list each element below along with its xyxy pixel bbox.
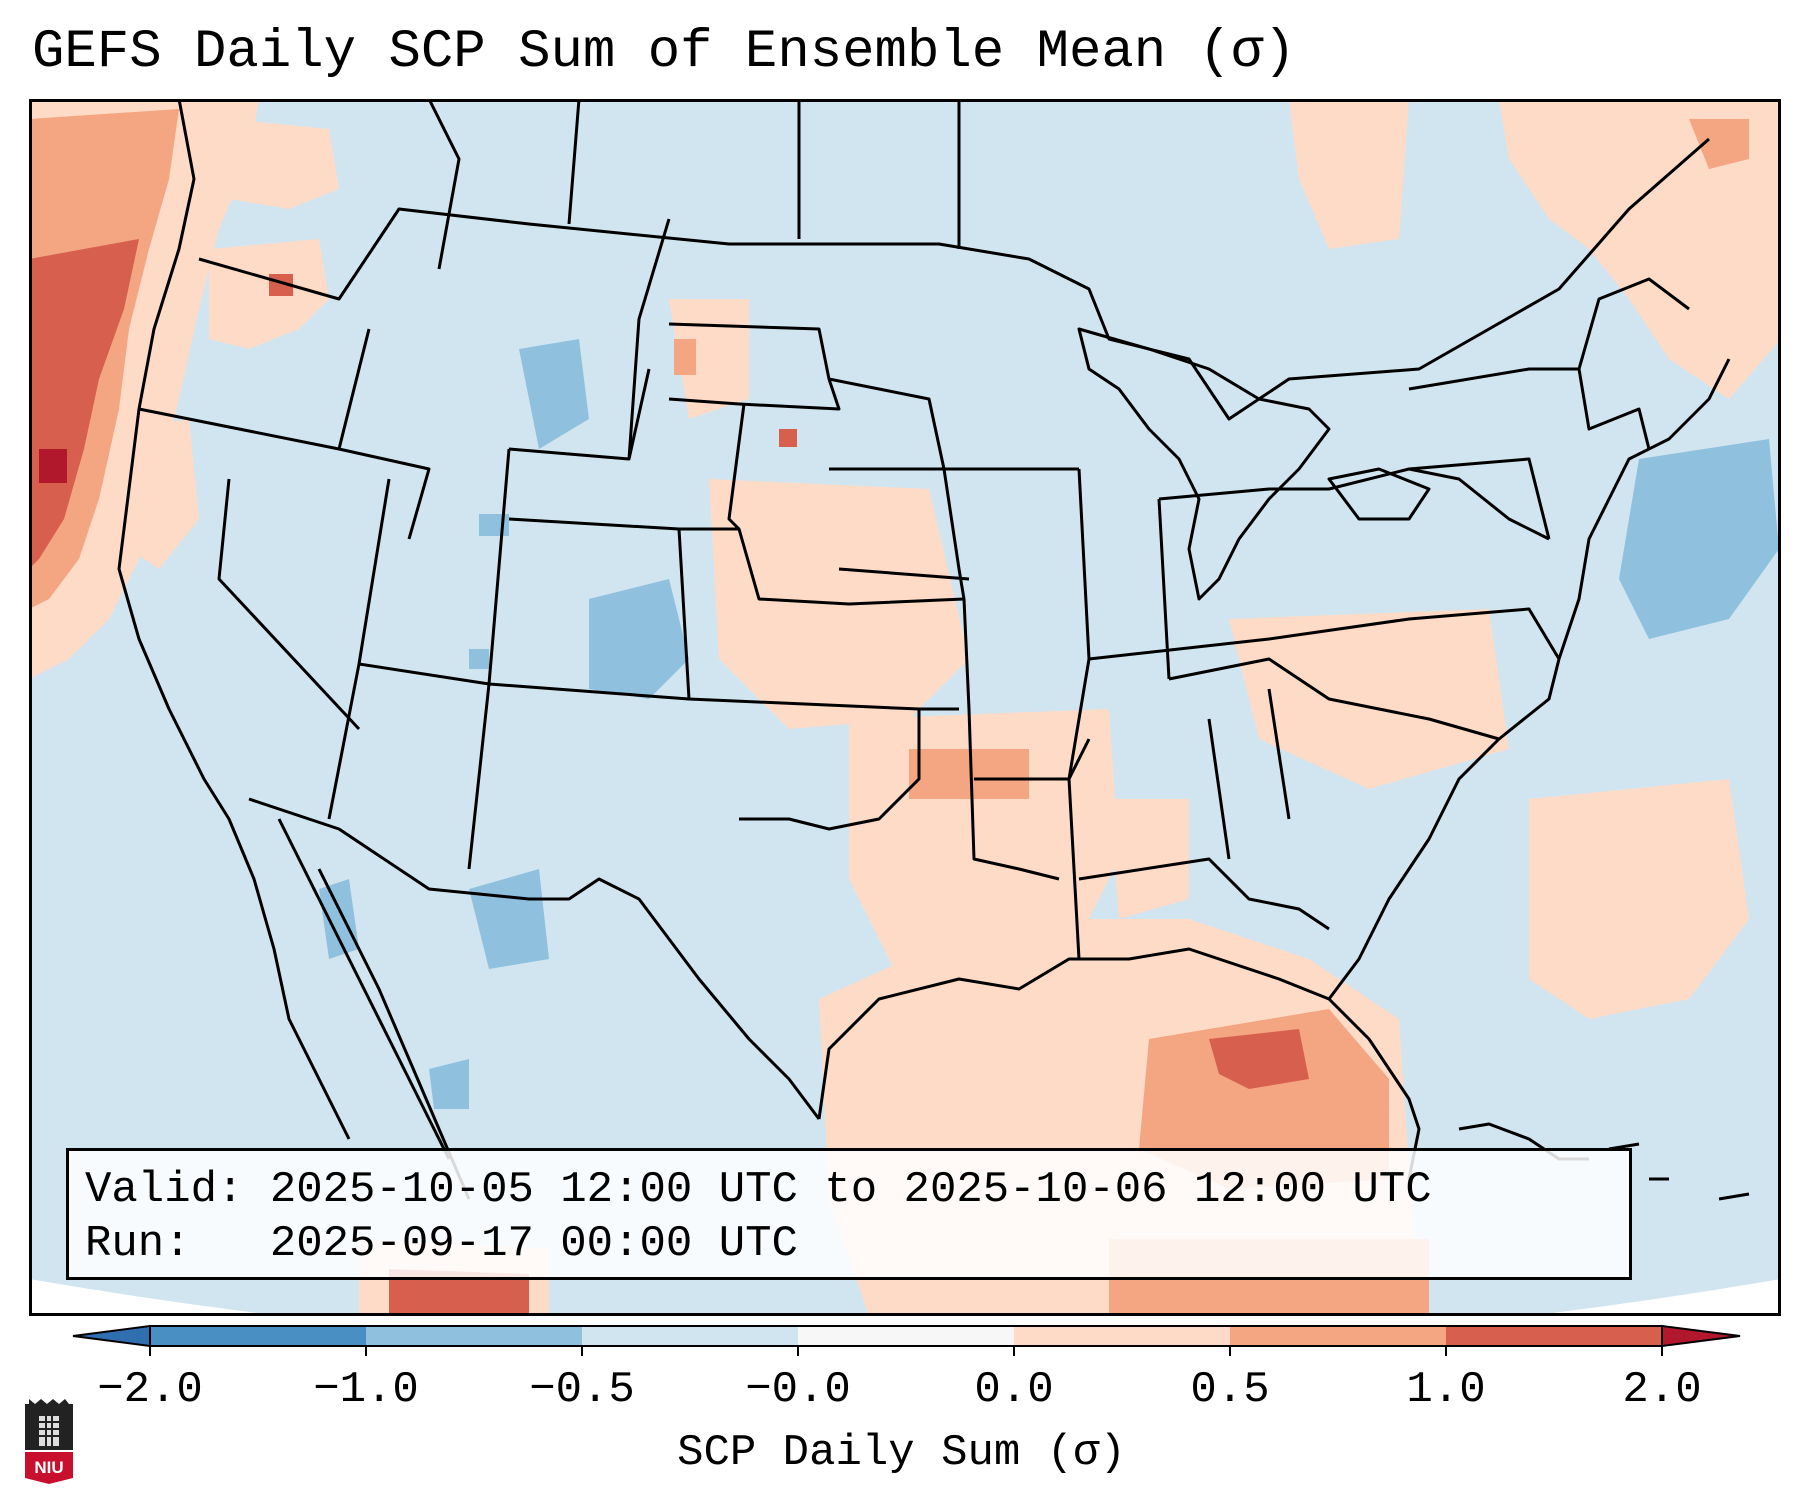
colorbar-bin: [1446, 1326, 1662, 1346]
colorbar-tick-label: −0.5: [529, 1365, 635, 1415]
projection-outer-region: [29, 1279, 1781, 1316]
colorbar-bin: [366, 1326, 582, 1346]
canada-province-lines: [427, 99, 961, 270]
colorbar-bin: [1230, 1326, 1446, 1346]
anomaly-field-atlantic-negative: [1619, 439, 1779, 639]
colorbar-tick-label: −0.0: [745, 1365, 851, 1415]
run-time-line: Run: 2025-09-17 00:00 UTC: [85, 1219, 798, 1269]
colorbar-label: SCP Daily Sum (σ): [677, 1428, 1126, 1478]
colorbar-frame: [149, 1325, 1663, 1347]
colorbar-bin: [150, 1326, 366, 1346]
colorbar-tick-label: 1.0: [1406, 1365, 1486, 1415]
us-canada-border: [198, 137, 1710, 421]
state-lines-east: [1067, 467, 1561, 960]
west-coastline: [117, 99, 351, 1140]
baja-coast: [277, 818, 451, 1160]
colorbar-bin: [582, 1326, 798, 1346]
colorbar-tick-label: −1.0: [313, 1365, 419, 1415]
anomaly-field-northeast: [1289, 99, 1781, 1019]
valid-run-info-box: Valid: 2025-10-05 12:00 UTC to 2025-10-0…: [66, 1148, 1632, 1280]
chart-title: GEFS Daily SCP Sum of Ensemble Mean (σ): [32, 22, 1296, 83]
colorbar-bin: [1014, 1326, 1230, 1346]
colorbar-tick-label: 2.0: [1622, 1365, 1702, 1415]
florida-peninsula: [1327, 658, 1561, 1000]
colorbar-extend-high: [1661, 1324, 1741, 1348]
colorbar-tick-label: 0.0: [974, 1365, 1054, 1415]
caribbean-islands: [1458, 1122, 1750, 1201]
map-frame: [29, 99, 1781, 1316]
colorbar-tick-label: −2.0: [97, 1365, 203, 1415]
niu-logo-text: NIU: [34, 1458, 63, 1477]
us-mexico-border: [248, 797, 821, 1120]
niu-logo: NIU: [25, 1399, 73, 1484]
colorbar: [72, 1324, 1741, 1356]
map-boundaries: [117, 99, 1750, 1201]
state-lines-central: [668, 322, 1091, 881]
gulf-coast: [817, 947, 1421, 1180]
colorbar-bin: [798, 1326, 1014, 1346]
northeast-state-lines: [1408, 277, 1690, 540]
atlantic-coast: [1557, 358, 1731, 660]
colorbar-tick-label: 0.5: [1190, 1365, 1270, 1415]
colorbar-extend-low: [72, 1324, 151, 1348]
map-panel: [29, 99, 1781, 1316]
mexico-pacific-coast: [317, 868, 471, 1200]
great-lakes: [1077, 327, 1431, 601]
valid-time-line: Valid: 2025-10-05 12:00 UTC to 2025-10-0…: [85, 1165, 1432, 1215]
